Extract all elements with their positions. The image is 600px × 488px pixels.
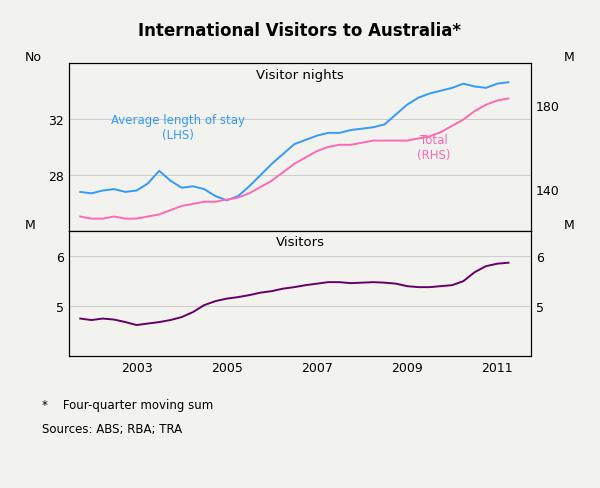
Text: International Visitors to Australia*: International Visitors to Australia* xyxy=(139,22,461,40)
Text: *    Four-quarter moving sum: * Four-quarter moving sum xyxy=(42,398,213,411)
Text: Sources: ABS; RBA; TRA: Sources: ABS; RBA; TRA xyxy=(42,422,182,435)
Text: Visitor nights: Visitor nights xyxy=(256,68,344,81)
Text: M: M xyxy=(564,219,575,232)
Text: Total
(RHS): Total (RHS) xyxy=(417,134,451,162)
Text: No: No xyxy=(25,50,42,63)
Text: M: M xyxy=(564,50,575,63)
Text: Average length of stay
(LHS): Average length of stay (LHS) xyxy=(110,113,245,142)
Text: M: M xyxy=(25,219,36,232)
Text: Visitors: Visitors xyxy=(275,236,325,248)
